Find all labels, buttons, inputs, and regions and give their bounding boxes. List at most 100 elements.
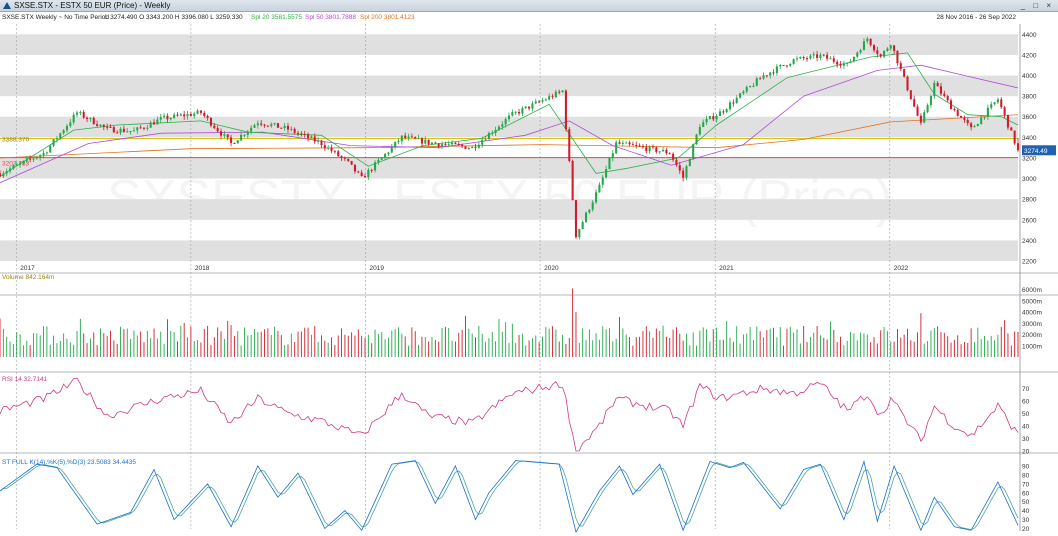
candle-body — [852, 56, 855, 62]
candle-body — [363, 176, 367, 178]
rsi-tick-label: 40 — [1022, 424, 1030, 431]
candle-body — [32, 158, 35, 160]
price-tick-label: 2600 — [1022, 217, 1037, 224]
candle-body — [15, 164, 18, 166]
window-controls[interactable]: _ □ × — [1020, 1, 1054, 10]
candle-body — [939, 86, 943, 94]
candle-body — [430, 142, 434, 145]
candle-body — [672, 153, 675, 160]
candle-body — [86, 117, 89, 120]
candle-body — [872, 45, 876, 51]
stoch-tick-label: 20 — [1022, 526, 1030, 533]
candle-body — [424, 139, 427, 144]
year-label: 2022 — [894, 265, 909, 272]
candle-body — [769, 72, 772, 76]
candle-body — [434, 142, 437, 144]
candle-body — [276, 123, 279, 128]
volume-title: Volume 842.164m — [2, 274, 54, 281]
candle-body — [129, 130, 132, 132]
legend-spl50: Spl 50 3801.7888 — [305, 14, 356, 21]
candle-body — [310, 136, 313, 139]
candle-body — [1016, 143, 1020, 151]
candle-body — [136, 127, 139, 131]
candle-body — [832, 58, 835, 62]
candle-body — [889, 45, 892, 49]
candle-body — [802, 56, 805, 59]
candle-body — [621, 142, 624, 144]
stoch-tick-label: 80 — [1022, 472, 1030, 479]
candle-body — [538, 101, 541, 103]
candle-body — [534, 101, 537, 104]
candle-body — [816, 54, 819, 58]
candle-body — [839, 64, 842, 66]
candle-body — [615, 142, 618, 154]
candle-body — [19, 163, 22, 165]
price-band — [0, 157, 1018, 179]
stoch-title: ST FULL K(14),%K(5),%D(3) 23.5083 34.443… — [2, 459, 136, 466]
candle-body — [337, 151, 340, 157]
candle-body — [250, 127, 253, 132]
sma20-line — [0, 52, 1019, 177]
candle-body — [789, 63, 792, 66]
candle-body — [49, 145, 52, 153]
candle-body — [715, 115, 718, 120]
candle-body — [62, 130, 65, 134]
candle-body — [343, 157, 346, 159]
candle-body — [139, 127, 142, 129]
volume-tick-label: 6000m — [1022, 287, 1042, 294]
price-tick-label: 3000 — [1022, 176, 1037, 183]
candle-body — [99, 124, 102, 127]
candle-body — [484, 139, 487, 141]
candle-body — [273, 123, 276, 125]
volume-tick-label: 2000m — [1022, 332, 1042, 339]
candle-body — [595, 192, 598, 203]
candle-body — [467, 148, 470, 150]
date-range: 28 Nov 2016 - 26 Sep 2022 — [936, 14, 1016, 21]
candle-body — [775, 66, 778, 74]
candle-body — [79, 111, 82, 113]
candle-body — [876, 50, 879, 55]
candle-body — [903, 68, 906, 77]
candle-body — [933, 82, 936, 97]
candle-body — [524, 106, 527, 109]
candle-body — [280, 127, 283, 129]
rsi-tick-label: 60 — [1022, 399, 1030, 406]
candle-body — [662, 149, 665, 152]
candle-body — [293, 128, 296, 133]
candle-body — [605, 169, 608, 178]
candle-body — [645, 147, 648, 152]
chart-canvas[interactable]: SXSESTX · ESTX 50 EUR (Price) 3203.78333… — [0, 11, 1058, 536]
candle-body — [437, 143, 440, 147]
candle-body — [417, 138, 420, 140]
candle-body — [317, 140, 320, 142]
candle-body — [963, 117, 966, 121]
candle-body — [581, 221, 584, 230]
candle-body — [367, 169, 370, 178]
candle-body — [29, 158, 32, 160]
price-tick-label: 3400 — [1022, 135, 1037, 142]
candle-body — [765, 75, 768, 77]
candle-body — [916, 106, 919, 116]
candle-body — [410, 136, 413, 138]
candle-body — [347, 158, 350, 161]
candle-body — [374, 162, 377, 171]
stoch-tick-label: 50 — [1022, 499, 1030, 506]
candle-body — [45, 152, 48, 154]
candle-body — [246, 131, 249, 135]
candle-body — [859, 50, 862, 53]
candle-body — [487, 133, 490, 140]
stoch-k-line — [0, 460, 1019, 534]
resistance-label: 3388.370 — [2, 137, 29, 144]
candle-body — [179, 114, 182, 116]
candle-body — [618, 142, 621, 144]
candle-body — [283, 125, 286, 128]
candle-body — [929, 96, 932, 106]
candle-body — [69, 122, 72, 126]
candle-body — [360, 172, 363, 177]
candle-body — [404, 135, 407, 138]
price-band — [0, 75, 1018, 97]
candle-body — [491, 133, 494, 135]
candle-body — [561, 90, 564, 92]
price-band — [0, 199, 1018, 220]
candle-body — [89, 117, 92, 120]
